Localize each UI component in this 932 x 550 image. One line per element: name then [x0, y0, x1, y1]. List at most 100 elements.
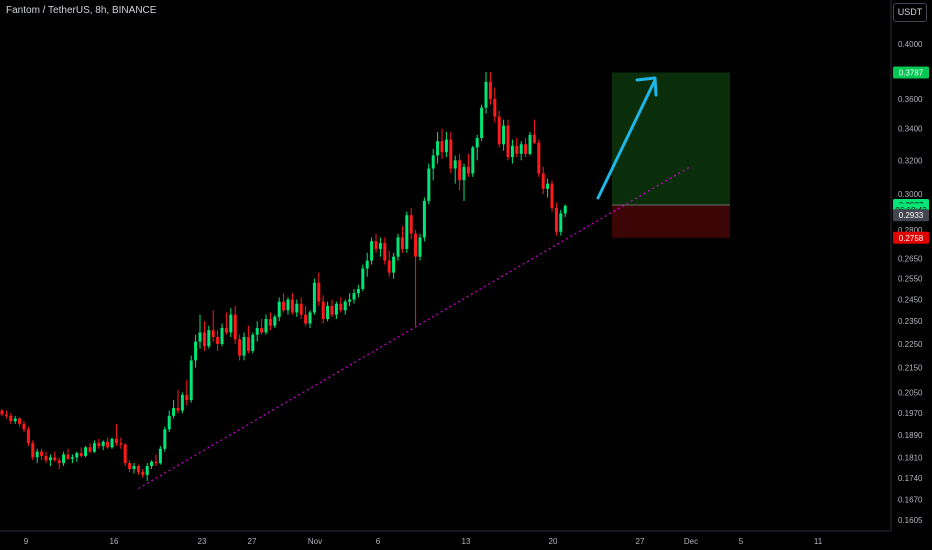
candles: [0, 72, 567, 481]
candle-body: [396, 237, 400, 257]
candle: [436, 131, 440, 164]
candle: [449, 131, 453, 174]
candle: [31, 440, 35, 461]
candle-body: [466, 166, 470, 174]
candle: [387, 250, 391, 277]
time-tick-label: 13: [462, 537, 471, 546]
candle: [84, 445, 88, 458]
candle-body: [515, 145, 519, 154]
candle-body: [0, 410, 4, 415]
time-tick-label: 27: [636, 537, 645, 546]
candle: [88, 443, 92, 454]
candle-body: [13, 418, 17, 422]
candle-body: [202, 332, 206, 347]
candle: [361, 264, 365, 292]
candle: [132, 463, 136, 474]
candle-body: [158, 448, 162, 464]
candle-body: [141, 471, 145, 475]
candle-body: [449, 139, 453, 169]
price-tick-label: 0.1605: [898, 516, 923, 525]
candle-body: [53, 457, 57, 461]
price-badge-label: 0.2758: [899, 234, 924, 243]
candle-body: [444, 139, 448, 153]
candle: [233, 305, 237, 344]
candle-body: [260, 327, 264, 333]
candle: [167, 410, 171, 433]
candle: [356, 284, 360, 298]
candle-body: [216, 337, 220, 344]
candle-body: [189, 360, 193, 401]
candle-body: [18, 418, 22, 424]
candle-body: [462, 166, 466, 181]
price-tick-label: 0.2050: [898, 388, 923, 397]
candle: [163, 426, 167, 452]
price-badge-bg: [893, 209, 929, 222]
candle-body: [383, 243, 387, 261]
time-tick-label: 27: [248, 537, 257, 546]
candle-body: [22, 423, 26, 430]
candle-body: [224, 327, 228, 333]
candle-body: [128, 463, 132, 469]
price-tick-label: 0.2800: [898, 226, 923, 235]
candle: [493, 87, 497, 123]
candle: [396, 233, 400, 261]
candle: [427, 163, 431, 205]
candle: [75, 451, 79, 462]
candle-body: [488, 81, 492, 99]
candle: [238, 334, 242, 361]
price-tick-label: 0.2450: [898, 296, 923, 305]
candle: [563, 204, 567, 218]
candle: [101, 440, 105, 451]
target-zone: [612, 72, 730, 206]
candle: [418, 233, 422, 261]
candle: [35, 448, 39, 464]
candle-body: [378, 243, 382, 249]
candle-body: [70, 457, 74, 459]
candle: [145, 463, 149, 481]
candle: [110, 437, 114, 449]
candle: [352, 288, 356, 304]
candle: [79, 447, 83, 458]
candle-body: [75, 453, 79, 458]
candle: [4, 410, 8, 419]
candle: [370, 237, 374, 265]
candle: [22, 421, 26, 433]
candle-body: [92, 443, 96, 452]
candle: [475, 134, 479, 161]
candle: [92, 440, 96, 454]
candle-body: [110, 438, 114, 448]
arrow-shaft: [596, 78, 657, 200]
candle-body: [497, 116, 501, 145]
candle-body: [321, 301, 325, 320]
candle: [308, 310, 312, 328]
price-badge-label: 0.3787: [899, 69, 924, 78]
time-tick-label: 5: [739, 537, 744, 546]
candle-body: [101, 441, 105, 446]
candle-body: [238, 339, 242, 356]
candle-body: [286, 299, 290, 311]
time-axis[interactable]: 9 16 23 27 Nov 6 13 20 27 Dec 5 11: [24, 537, 823, 546]
candle: [282, 293, 286, 313]
price-tick-label: 0.1810: [898, 453, 923, 462]
candle-body: [431, 155, 435, 169]
candle-body: [370, 241, 374, 261]
candle-body: [427, 168, 431, 201]
price-axis[interactable]: 0.4000 0.3600 0.3400 0.3200 0.3000 0.2800 0.26…: [898, 40, 923, 525]
candle-body: [207, 330, 211, 347]
currency-button[interactable]: USDT: [893, 3, 927, 22]
candle: [268, 312, 272, 331]
candle-body: [339, 303, 343, 311]
candle: [44, 451, 48, 464]
candle: [57, 457, 61, 469]
price-tick-label: 0.1970: [898, 409, 923, 418]
candle-body: [264, 319, 268, 333]
candle: [383, 237, 387, 265]
candle: [326, 301, 330, 322]
candle-body: [559, 213, 563, 232]
candle: [431, 149, 435, 181]
candle-body: [563, 205, 567, 214]
candle: [348, 293, 352, 306]
candle: [453, 155, 457, 184]
candle: [202, 321, 206, 351]
